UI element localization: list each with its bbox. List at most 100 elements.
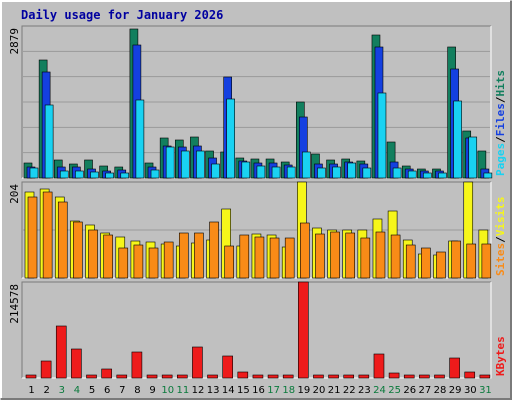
bar-pages-day-31 — [483, 172, 493, 179]
bar-kbytes-day-13 — [207, 374, 218, 379]
bar-pages-day-24 — [377, 92, 387, 179]
x-tick-label-day-6: 6 — [104, 385, 110, 396]
bar-kbytes-day-25 — [388, 372, 400, 379]
bar-kbytes-day-30 — [464, 371, 476, 379]
x-tick-label-day-1: 1 — [28, 385, 34, 396]
chart-title: Daily usage for January 2026 — [21, 8, 223, 22]
bar-kbytes-day-21 — [328, 374, 339, 379]
bar-sites-day-10 — [163, 241, 174, 279]
bar-kbytes-day-29 — [449, 357, 460, 379]
bar-pages-day-19 — [302, 151, 311, 179]
bar-pages-day-28 — [438, 172, 447, 179]
bar-pages-day-16 — [256, 165, 266, 179]
x-tick-label-day-22: 22 — [343, 385, 356, 396]
bar-sites-day-21 — [330, 231, 340, 279]
bar-pages-day-8 — [135, 99, 145, 179]
y-max-label: 214578 — [8, 284, 21, 324]
bar-sites-day-14 — [224, 245, 234, 279]
bar-sites-day-22 — [345, 232, 356, 279]
x-tick-label-day-5: 5 — [89, 385, 95, 396]
bar-kbytes-day-2 — [40, 360, 52, 379]
bar-kbytes-day-23 — [358, 374, 370, 379]
x-tick-label-day-3: 3 — [59, 385, 65, 396]
bar-kbytes-day-14 — [222, 355, 233, 379]
x-tick-label-day-2: 2 — [44, 385, 50, 396]
bar-sites-day-7 — [118, 247, 129, 279]
x-tick-label-day-27: 27 — [419, 385, 432, 396]
x-tick-label-day-13: 13 — [207, 385, 220, 396]
x-tick-label-day-11: 11 — [176, 385, 189, 396]
bar-sites-day-29 — [451, 240, 461, 279]
bar-pages-day-7 — [120, 172, 130, 179]
bar-pages-day-21 — [332, 166, 341, 179]
legend-visits: Sites/Visits — [494, 197, 507, 277]
x-tick-label-day-9: 9 — [149, 385, 155, 396]
bar-pages-day-17 — [271, 166, 281, 179]
bar-pages-day-4 — [75, 170, 84, 179]
bar-kbytes-day-20 — [313, 374, 324, 379]
bar-kbytes-day-28 — [434, 374, 445, 379]
legend-separator: / — [494, 96, 507, 103]
bar-pages-day-14 — [226, 98, 235, 179]
bar-kbytes-day-5 — [86, 374, 97, 379]
bar-sites-day-26 — [405, 244, 416, 279]
x-tick-label-day-30: 30 — [464, 385, 477, 396]
bar-kbytes-day-22 — [343, 374, 355, 379]
legend-item-visits: Visits — [494, 197, 507, 237]
bar-pages-day-3 — [59, 170, 69, 179]
bar-kbytes-day-19 — [298, 281, 309, 379]
bar-pages-day-18 — [286, 166, 296, 179]
bar-pages-day-5 — [90, 171, 99, 179]
bar-sites-day-18 — [284, 237, 295, 279]
x-tick-label-day-31: 31 — [479, 385, 492, 396]
bar-sites-day-11 — [178, 232, 189, 279]
y-max-label: 2879 — [8, 28, 21, 55]
bar-kbytes-day-26 — [403, 374, 415, 379]
bar-kbytes-day-16 — [252, 374, 264, 379]
bar-sites-day-23 — [360, 237, 371, 279]
bar-pages-day-29 — [453, 100, 462, 179]
legend-separator: / — [494, 236, 507, 243]
bar-sites-day-24 — [375, 231, 386, 279]
legend-hits: Pages/Files/Hits — [494, 70, 507, 176]
panel-frame-shadow — [21, 25, 491, 178]
x-tick-label-day-20: 20 — [313, 385, 326, 396]
bar-pages-day-13 — [211, 163, 220, 179]
bar-pages-day-27 — [423, 172, 432, 179]
bar-kbytes-day-10 — [161, 374, 173, 379]
bar-pages-day-25 — [392, 167, 402, 179]
x-tick-label-day-18: 18 — [282, 385, 295, 396]
bar-kbytes-day-6 — [101, 368, 112, 379]
bar-sites-day-3 — [57, 201, 68, 279]
bar-sites-day-6 — [103, 234, 113, 279]
bar-sites-day-31 — [481, 243, 492, 279]
bar-kbytes-day-8 — [131, 351, 143, 379]
bar-sites-day-28 — [436, 251, 446, 279]
bar-pages-day-23 — [362, 167, 372, 179]
bar-pages-day-30 — [468, 136, 478, 179]
bar-pages-day-26 — [407, 170, 417, 179]
bar-sites-day-30 — [466, 243, 477, 279]
bar-kbytes-day-17 — [267, 374, 279, 379]
bar-sites-day-12 — [194, 232, 204, 279]
bar-sites-day-15 — [239, 234, 250, 279]
legend-separator: / — [494, 136, 507, 143]
bar-pages-day-6 — [105, 172, 114, 179]
bar-pages-day-1 — [29, 167, 39, 179]
x-tick-label-day-19: 19 — [298, 385, 311, 396]
legend-item-kbytes: KBytes — [494, 336, 507, 376]
x-tick-label-day-14: 14 — [222, 385, 235, 396]
legend-item-sites: Sites — [494, 243, 507, 276]
x-tick-label-day-17: 17 — [267, 385, 280, 396]
x-tick-label-day-26: 26 — [403, 385, 416, 396]
x-tick-label-day-21: 21 — [328, 385, 341, 396]
legend-item-pages: Pages — [494, 143, 507, 176]
bar-kbytes-day-11 — [176, 374, 188, 379]
bar-pages-day-22 — [347, 162, 357, 179]
bar-pages-day-11 — [180, 150, 190, 179]
x-tick-label-day-23: 23 — [358, 385, 371, 396]
bar-kbytes-day-31 — [479, 374, 491, 379]
legend-item-files: Files — [494, 103, 507, 136]
